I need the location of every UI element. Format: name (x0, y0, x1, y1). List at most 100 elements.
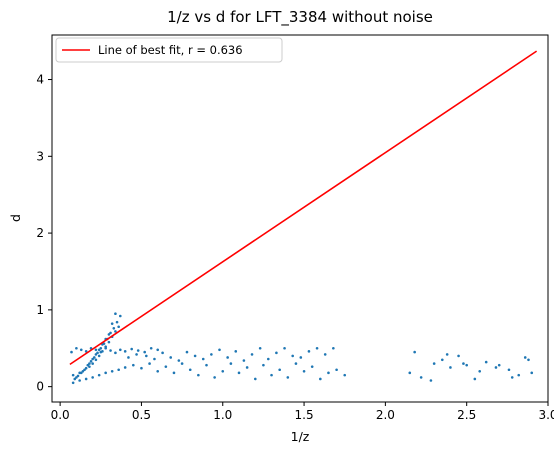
scatter-point (137, 349, 140, 352)
scatter-point (80, 372, 83, 375)
scatter-point (104, 372, 107, 375)
scatter-point (275, 352, 278, 355)
scatter-point (181, 362, 184, 365)
scatter-point (316, 347, 319, 350)
scatter-point (300, 356, 303, 359)
scatter-point (153, 358, 156, 361)
x-tick-label: 0.5 (132, 408, 151, 422)
scatter-point (449, 366, 452, 369)
scatter-point (88, 362, 91, 365)
scatter-point (73, 378, 76, 381)
y-axis-label: d (8, 214, 23, 222)
scatter-point (446, 353, 449, 356)
scatter-point (194, 355, 197, 358)
scatter-point (148, 362, 151, 365)
scatter-point (465, 364, 468, 367)
scatter-point (197, 374, 200, 377)
scatter-point (243, 359, 246, 362)
scatter-point (70, 351, 73, 354)
x-axis-label: 1/z (291, 429, 310, 444)
scatter-point (283, 347, 286, 350)
scatter-point (117, 325, 120, 328)
scatter-point (169, 356, 172, 359)
scatter-point (91, 358, 94, 361)
scatter-point (462, 362, 465, 365)
scatter-point (267, 358, 270, 361)
scatter-point (91, 376, 94, 379)
scatter-point (335, 368, 338, 371)
scatter-point (124, 366, 127, 369)
scatter-point (85, 367, 88, 370)
scatter-point (173, 372, 176, 375)
scatter-point (278, 368, 281, 371)
scatter-point (132, 364, 135, 367)
scatter-point (98, 348, 101, 351)
scatter-point (303, 370, 306, 373)
scatter-point (156, 348, 159, 351)
scatter-point (230, 362, 233, 365)
x-tick-label: 2.0 (376, 408, 395, 422)
scatter-point (156, 370, 159, 373)
scatter-point (85, 378, 88, 381)
legend-entry-label: Line of best fit, r = 0.636 (98, 43, 243, 57)
scatter-point (270, 374, 273, 377)
x-tick-label: 3.0 (538, 408, 554, 422)
scatter-point (116, 321, 119, 324)
scatter-point (145, 355, 148, 358)
scatter-point (77, 375, 80, 378)
legend: Line of best fit, r = 0.636 (56, 38, 282, 62)
scatter-point (308, 350, 311, 353)
scatter-point (98, 374, 101, 377)
x-tick-label: 1.0 (213, 408, 232, 422)
scatter-point (80, 348, 83, 351)
scatter-point (213, 376, 216, 379)
scatter-point (457, 355, 460, 358)
scatter-point (108, 341, 111, 344)
scatter-point (186, 351, 189, 354)
scatter-point (165, 365, 168, 368)
scatter-point (527, 358, 530, 361)
scatter-point (202, 358, 205, 361)
scatter-point (221, 370, 224, 373)
scatter-point (324, 353, 327, 356)
scatter-point (287, 376, 290, 379)
y-tick-label: 2 (36, 226, 44, 240)
scatter-point (319, 378, 322, 381)
scatter-point (343, 374, 346, 377)
y-tick-label: 3 (36, 149, 44, 163)
scatter-point (98, 355, 101, 358)
scatter-point (205, 364, 208, 367)
scatter-point (517, 374, 520, 377)
scatter-point (254, 378, 257, 381)
scatter-point (226, 356, 229, 359)
scatter-point (178, 359, 181, 362)
scatter-point (238, 372, 241, 375)
scatter-point (124, 350, 127, 353)
scatter-point (524, 356, 527, 359)
scatter-point (189, 368, 192, 371)
scatter-point (262, 364, 265, 367)
scatter-point (511, 376, 514, 379)
scatter-point (150, 347, 153, 350)
scatter-point (420, 376, 423, 379)
scatter-point (140, 367, 143, 370)
scatter-point (143, 351, 146, 354)
scatter-point (95, 358, 98, 361)
scatter-point (332, 347, 335, 350)
y-tick-label: 4 (36, 73, 44, 87)
scatter-point (218, 348, 221, 351)
scatter-point (234, 350, 237, 353)
y-tick-label: 1 (36, 303, 44, 317)
scatter-point (111, 322, 114, 325)
scatter-point (291, 355, 294, 358)
scatter-point (485, 361, 488, 364)
scatter-point (95, 348, 98, 351)
scatter-point (95, 353, 98, 356)
scatter-point (99, 351, 102, 354)
scatter-point (311, 365, 314, 368)
scatter-point (474, 378, 477, 381)
scatter-point (498, 364, 501, 367)
